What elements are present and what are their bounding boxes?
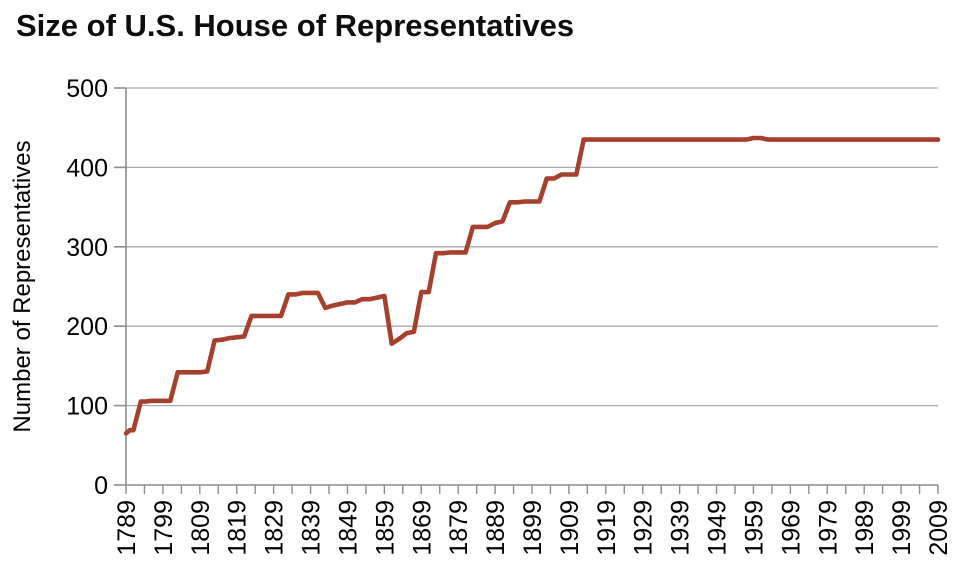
x-tick-label: 2009 <box>925 500 953 556</box>
y-tick-label: 200 <box>66 313 108 341</box>
x-tick-label: 1809 <box>187 500 215 556</box>
x-tick-label: 1839 <box>298 500 326 556</box>
x-ticks <box>125 485 939 494</box>
chart-title: Size of U.S. House of Representatives <box>16 8 575 43</box>
x-tick-label: 1909 <box>556 500 584 556</box>
y-tick-label: 400 <box>66 154 108 182</box>
x-tick-label: 1849 <box>334 500 362 556</box>
x-tick-label: 1979 <box>814 500 842 556</box>
x-tick-label: 1959 <box>740 500 768 556</box>
y-tick-label: 0 <box>94 472 108 500</box>
gridlines <box>126 87 938 407</box>
x-tick-label: 1879 <box>445 500 473 556</box>
y-tick-label: 100 <box>66 393 108 421</box>
data-line-house-size <box>123 135 941 436</box>
x-tick-label: 1829 <box>261 500 289 556</box>
x-tick-label: 1789 <box>113 500 141 556</box>
x-tick-label: 1989 <box>851 500 879 556</box>
y-tick-labels: 0 100 200 300 400 500 <box>66 75 126 500</box>
x-tick-label: 1869 <box>408 500 436 556</box>
x-tick-label: 1949 <box>704 500 732 556</box>
y-tick-label: 500 <box>66 75 108 103</box>
x-tick-label: 1819 <box>224 500 252 556</box>
x-tick-label: 1929 <box>630 500 658 556</box>
axes <box>125 88 938 486</box>
x-tick-label: 1969 <box>777 500 805 556</box>
x-tick-label: 1899 <box>519 500 547 556</box>
y-axis-title: Number of Representatives <box>9 140 36 432</box>
x-tick-label: 1799 <box>150 500 178 556</box>
x-tick-labels: 1789 1799 1809 1819 1829 1839 1849 1859 1869 1879… <box>113 500 953 556</box>
x-tick-label: 1889 <box>482 500 510 556</box>
y-tick-label: 300 <box>66 234 108 262</box>
x-tick-label: 1859 <box>371 500 399 556</box>
x-tick-label: 1939 <box>667 500 695 556</box>
x-tick-label: 1919 <box>593 500 621 556</box>
x-tick-label: 1999 <box>888 500 916 556</box>
